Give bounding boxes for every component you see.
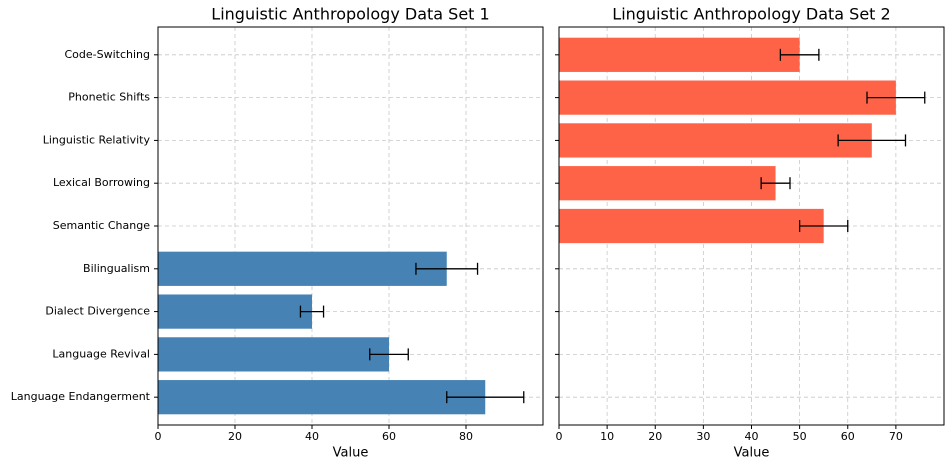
x-tick-label: 0 (155, 430, 162, 443)
y-tick-label: Language Revival (52, 347, 150, 360)
x-tick-label: 70 (889, 430, 903, 443)
bar (559, 208, 824, 244)
x-tick-label: 10 (600, 430, 614, 443)
y-tick-label: Linguistic Relativity (43, 133, 151, 146)
y-tick-label: Dialect Divergence (45, 305, 150, 318)
axes-frame (558, 26, 945, 426)
y-tick-label: Semantic Change (53, 219, 150, 232)
x-tick-label: 60 (841, 430, 855, 443)
y-tick-label: Lexical Borrowing (53, 176, 150, 189)
x-tick-label: 30 (696, 430, 710, 443)
x-axis-label: Value (734, 446, 770, 461)
chart-title: Linguistic Anthropology Data Set 2 (612, 5, 890, 24)
bar (559, 123, 872, 158)
y-tick-label: Language Endangerment (11, 390, 151, 403)
bar (158, 337, 389, 372)
x-tick-label: 0 (556, 430, 563, 443)
bar (559, 37, 800, 72)
bar (158, 294, 312, 329)
x-tick-label: 40 (305, 430, 319, 443)
x-tick-label: 20 (228, 430, 242, 443)
x-tick-label: 60 (382, 430, 396, 443)
y-tick-label: Code-Switching (64, 48, 150, 61)
x-tick-label: 50 (793, 430, 807, 443)
bar (559, 166, 776, 201)
bar (158, 251, 447, 286)
bar (559, 80, 896, 115)
y-tick-label: Bilingualism (83, 262, 150, 275)
x-tick-label: 20 (648, 430, 662, 443)
y-tick-label: Phonetic Shifts (68, 91, 150, 104)
chart-title: Linguistic Anthropology Data Set 1 (211, 5, 489, 24)
axes-frame (157, 26, 544, 426)
x-tick-label: 80 (459, 430, 473, 443)
bar (158, 380, 486, 415)
x-axis-label: Value (333, 446, 369, 461)
x-tick-label: 40 (745, 430, 759, 443)
